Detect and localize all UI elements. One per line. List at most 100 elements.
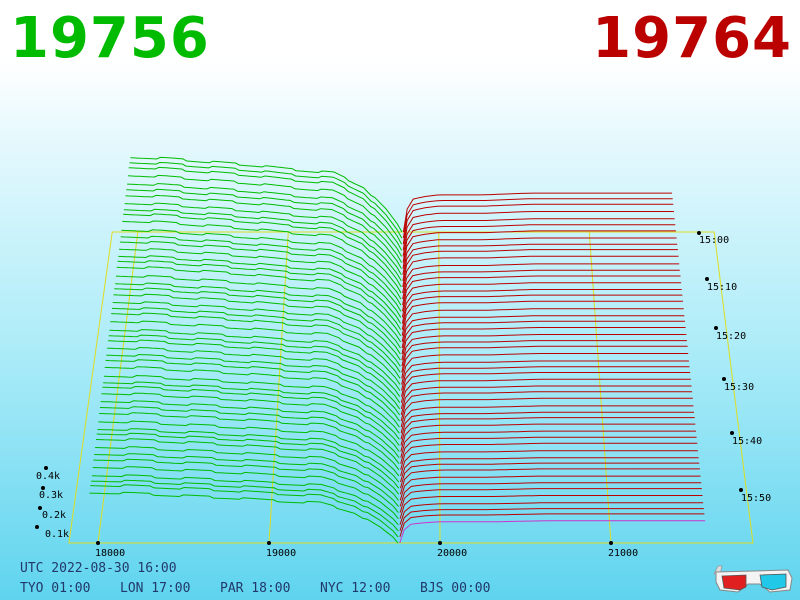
ask-snapshot-line [399, 488, 702, 513]
bid-snapshot-line [98, 420, 400, 477]
ask-snapshot-line [401, 320, 685, 355]
ask-snapshot-line [400, 378, 691, 409]
bid-snapshot-line [105, 359, 400, 422]
ask-snapshot-line [399, 508, 704, 531]
x-tick-marker [96, 541, 100, 545]
ask-snapshot-line [401, 308, 684, 342]
ask-snapshot-line [401, 327, 686, 361]
time-tick-marker [722, 377, 726, 381]
bid-snapshot-line [99, 412, 400, 471]
time-tick-marker [730, 431, 734, 435]
bid-price: 19756 [10, 6, 210, 71]
grid-line [268, 231, 289, 544]
ask-snapshot-line [402, 269, 680, 306]
timezone-bar: TYO 01:00 LON 17:00 PAR 18:00 NYC 12:00 … [20, 581, 490, 596]
bid-snapshot-line [97, 428, 400, 483]
ask-snapshot-line [400, 405, 694, 434]
ask-snapshot-line [402, 198, 673, 239]
ask-snapshot-line [400, 423, 696, 452]
zone-par: PAR 18:00 [220, 581, 291, 596]
time-tick-marker [739, 488, 743, 492]
ask-snapshot-line [402, 192, 672, 233]
z-tick-marker [41, 486, 45, 490]
ask-snapshot-line [401, 340, 687, 373]
bid-snapshot-line [111, 307, 401, 373]
ask-snapshot-line [400, 442, 698, 470]
bid-snapshot-line [95, 446, 399, 501]
time-tick-label: 15:40 [732, 436, 762, 447]
ask-snapshot-line [401, 315, 685, 349]
bid-snapshot-line [123, 213, 402, 288]
bid-depth-surface [89, 156, 403, 544]
ask-snapshot-line [399, 502, 704, 525]
ask-snapshot-line [400, 462, 700, 489]
bid-snapshot-line [124, 202, 402, 275]
bid-snapshot-line [119, 248, 402, 318]
bid-snapshot-line [102, 385, 400, 446]
bid-snapshot-line [112, 301, 401, 367]
zone-tyo: TYO 01:00 [20, 581, 91, 596]
bid-snapshot-line [111, 312, 401, 379]
x-tick-marker [267, 541, 271, 545]
bid-snapshot-line [91, 474, 399, 526]
ask-snapshot-line [401, 289, 682, 324]
bid-snapshot-line [101, 392, 400, 452]
bid-snapshot-line [127, 174, 403, 251]
bid-snapshot-line [118, 255, 402, 324]
time-tick-label: 15:00 [699, 235, 729, 246]
z-tick-label: 0.2k [42, 510, 66, 521]
zone-nyc: NYC 12:00 [320, 581, 391, 596]
bid-snapshot-line [117, 260, 402, 330]
ask-snapshot-line [401, 334, 687, 367]
ask-snapshot-line [400, 430, 696, 458]
ask-snapshot-line [402, 243, 678, 281]
ask-snapshot-line [400, 411, 694, 440]
x-tick-label: 18000 [95, 548, 125, 559]
depth-chart-3d: 18000 19000 20000 21000 0.1k 0.2k 0.3k 0… [35, 156, 771, 559]
ask-snapshot-line [399, 475, 701, 501]
bid-snapshot-line [120, 235, 402, 306]
z-tick-marker [44, 466, 48, 470]
time-tick-label: 15:10 [707, 282, 737, 293]
bid-snapshot-line [99, 406, 400, 465]
x-tick-label: 21000 [608, 548, 638, 559]
ask-snapshot-line [400, 391, 693, 422]
time-tick-label: 15:50 [741, 493, 771, 504]
bid-snapshot-line [113, 293, 401, 361]
bid-snapshot-line [96, 432, 400, 489]
ask-snapshot-line [401, 282, 682, 318]
ask-snapshot-line [402, 203, 674, 245]
time-tick-marker [697, 231, 701, 235]
ask-snapshot-line [400, 397, 693, 428]
x-tick-marker [609, 541, 613, 545]
ask-snapshot-line [401, 294, 683, 330]
bid-snapshot-line [116, 266, 402, 336]
ask-snapshot-line [399, 482, 702, 507]
ask-snapshot-line [400, 457, 699, 483]
ask-snapshot-line [402, 249, 678, 287]
ask-snapshot-line [402, 230, 676, 269]
bid-snapshot-line [89, 491, 399, 544]
bid-snapshot-line [104, 366, 400, 428]
bid-snapshot-line [119, 240, 402, 312]
bid-snapshot-line [114, 287, 401, 355]
time-tick-label: 15:20 [716, 331, 746, 342]
z-tick-label: 0.4k [36, 471, 60, 482]
bid-snapshot-line [127, 183, 403, 257]
ask-snapshot-line [402, 211, 674, 251]
ask-snapshot-line [402, 263, 680, 300]
bid-snapshot-line [100, 400, 400, 458]
3d-glasses-icon[interactable] [712, 560, 794, 594]
z-tick-marker [35, 525, 39, 529]
x-tick-label: 19000 [266, 548, 296, 559]
zone-bjs: BJS 00:00 [420, 581, 491, 596]
bid-snapshot-line [103, 374, 400, 434]
bid-snapshot-line [126, 188, 403, 263]
bid-snapshot-line [110, 320, 401, 385]
z-tick-label: 0.3k [39, 490, 63, 501]
bid-snapshot-line [125, 194, 402, 269]
bid-snapshot-line [122, 220, 402, 294]
ask-snapshot-line [402, 218, 675, 257]
chart-grid [68, 231, 754, 544]
bid-snapshot-line [128, 166, 403, 245]
